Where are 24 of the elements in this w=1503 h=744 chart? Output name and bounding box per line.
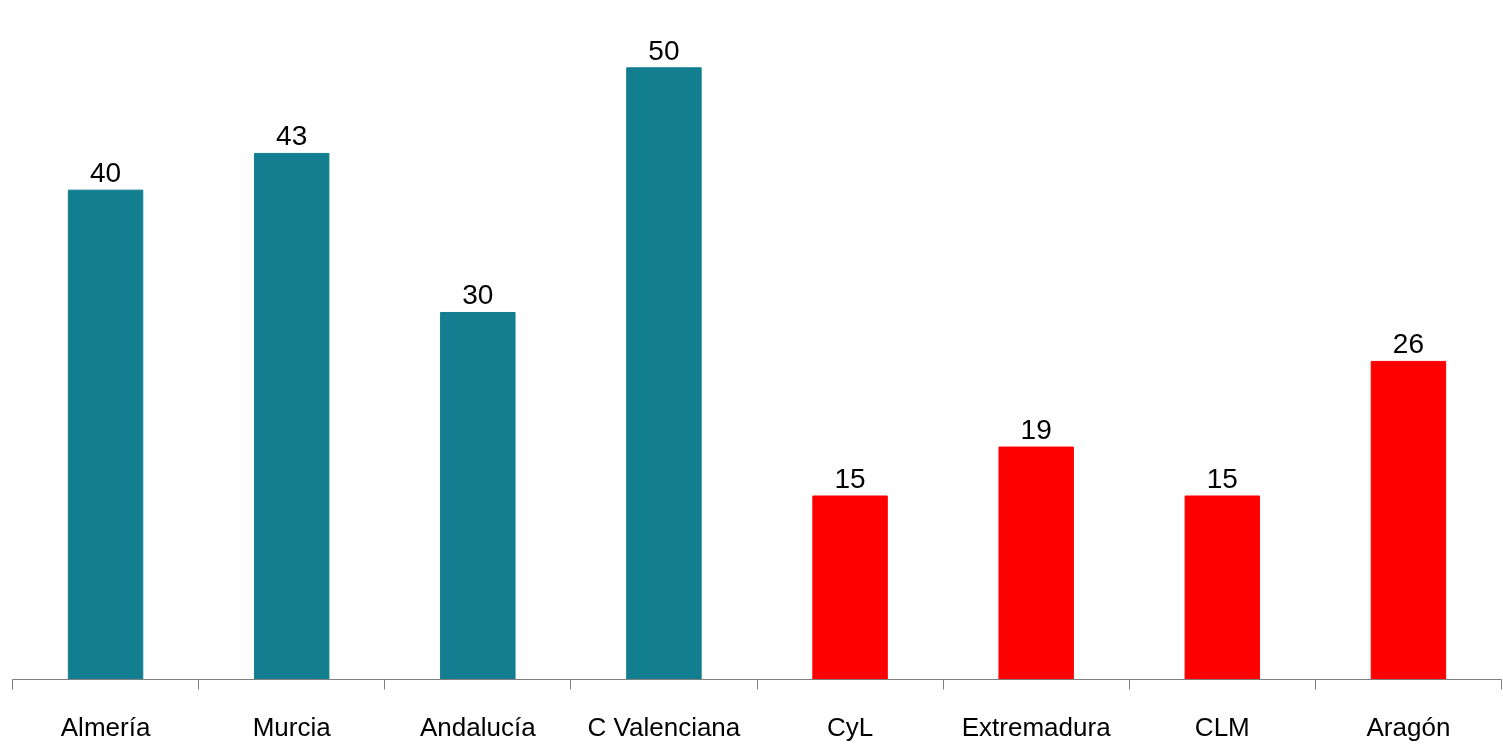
data-label: 15 xyxy=(1206,462,1238,494)
bar xyxy=(67,189,144,680)
bar xyxy=(440,311,516,680)
bar xyxy=(626,67,702,680)
x-tick-label: Andalucía xyxy=(419,711,537,742)
data-label: 26 xyxy=(1392,328,1425,360)
data-label: 40 xyxy=(89,157,122,189)
bar xyxy=(1184,495,1261,680)
x-tick-label: Almería xyxy=(60,711,151,742)
x-tick-label: Murcia xyxy=(252,711,332,742)
bar xyxy=(998,446,1074,680)
x-tick-label: C Valenciana xyxy=(587,711,741,742)
data-label: 50 xyxy=(648,34,680,66)
x-tick-label: CLM xyxy=(1194,711,1250,742)
data-label: 30 xyxy=(462,279,494,311)
x-tick-label: Extremadura xyxy=(961,711,1112,742)
bar xyxy=(812,495,888,680)
data-label: 43 xyxy=(276,120,308,152)
x-tick-label: CyL xyxy=(826,711,874,742)
bar xyxy=(1370,360,1447,680)
x-tick-label: Aragón xyxy=(1366,711,1451,742)
bar xyxy=(253,152,330,680)
data-label: 15 xyxy=(834,462,866,494)
data-label: 19 xyxy=(1020,414,1052,446)
